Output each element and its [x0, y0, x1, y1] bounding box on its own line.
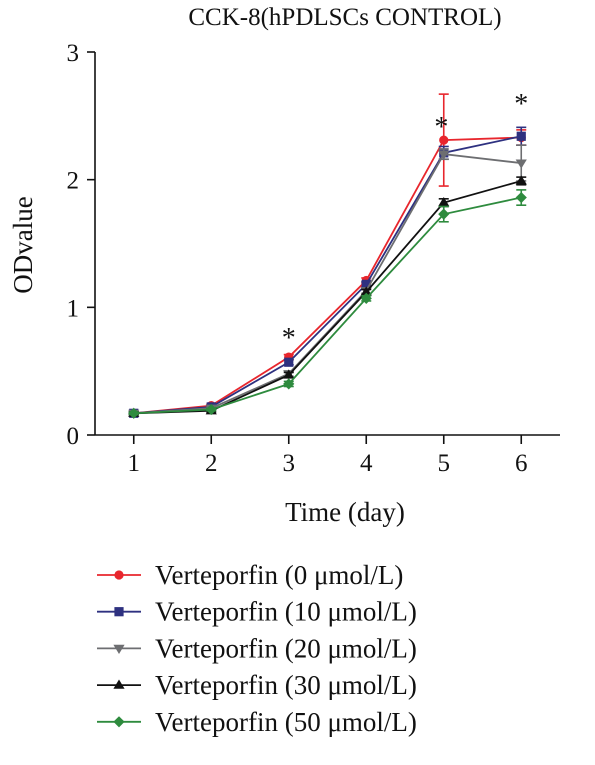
significance-star: *: [434, 112, 448, 143]
legend-item: Verteporfin (10 μmol/L): [97, 597, 417, 627]
series-3: [128, 175, 527, 417]
legend-marker: [114, 570, 124, 580]
data-point: [438, 197, 450, 207]
data-point: [438, 208, 450, 220]
x-tick-label: 1: [128, 450, 141, 477]
series-line: [133, 153, 522, 415]
legend-label: Verteporfin (20 μmol/L): [155, 633, 417, 663]
annotations: * * *: [282, 89, 529, 354]
data-point: [515, 159, 527, 169]
series-4: [128, 189, 527, 419]
series-2: [128, 144, 527, 419]
y-tick-label: 1: [67, 295, 80, 322]
legend-marker: [113, 644, 125, 654]
legend-item: Verteporfin (50 μmol/L): [97, 707, 417, 737]
legend-item: Verteporfin (30 μmol/L): [97, 670, 417, 700]
legend-marker: [113, 716, 125, 728]
data-point: [515, 191, 527, 204]
y-tick-label: 0: [67, 423, 80, 450]
series-line: [133, 135, 522, 415]
y-axis-title: ODvalue: [8, 196, 38, 293]
axes: 0 1 2 3 1 2 3 4 5 6: [67, 40, 560, 477]
series-line: [133, 136, 522, 415]
x-tick-label: 5: [438, 450, 451, 477]
data-point: [283, 378, 295, 390]
y-tick-label: 2: [67, 168, 80, 195]
significance-star: *: [514, 89, 528, 120]
significance-star: *: [282, 323, 296, 354]
x-tick-label: 3: [283, 450, 296, 477]
chart-title: CCK-8(hPDLSCs CONTROL): [188, 4, 501, 31]
data-point: [205, 403, 217, 416]
legend-marker: [113, 679, 125, 689]
y-tick-label: 3: [67, 40, 80, 67]
x-tick-label: 4: [360, 450, 373, 477]
data-point: [283, 369, 295, 379]
data-point: [284, 357, 294, 367]
data-point: [516, 131, 526, 141]
legend: Verteporfin (0 μmol/L) Verteporfin (10 μm…: [97, 560, 417, 737]
legend-label: Verteporfin (0 μmol/L): [155, 560, 403, 590]
x-tick-label: 2: [205, 450, 218, 477]
x-axis-title: Time (day): [285, 497, 405, 527]
data-point: [515, 175, 527, 185]
series-line: [133, 180, 522, 415]
series-line: [133, 196, 522, 415]
data-point: [439, 135, 449, 145]
legend-label: Verteporfin (10 μmol/L): [155, 597, 417, 627]
data-point: [361, 279, 371, 289]
legend-item: Verteporfin (20 μmol/L): [97, 633, 417, 663]
series-0: [128, 93, 527, 418]
series-layer: [128, 93, 527, 419]
data-point: [438, 150, 450, 160]
x-tick-label: 6: [515, 450, 528, 477]
series-1: [128, 126, 527, 418]
legend-item: Verteporfin (0 μmol/L): [97, 560, 403, 590]
data-point: [128, 407, 140, 419]
legend-marker: [114, 607, 124, 617]
legend-label: Verteporfin (30 μmol/L): [155, 670, 417, 700]
data-point: [360, 292, 372, 304]
legend-label: Verteporfin (50 μmol/L): [155, 707, 417, 737]
data-point: [360, 286, 372, 296]
